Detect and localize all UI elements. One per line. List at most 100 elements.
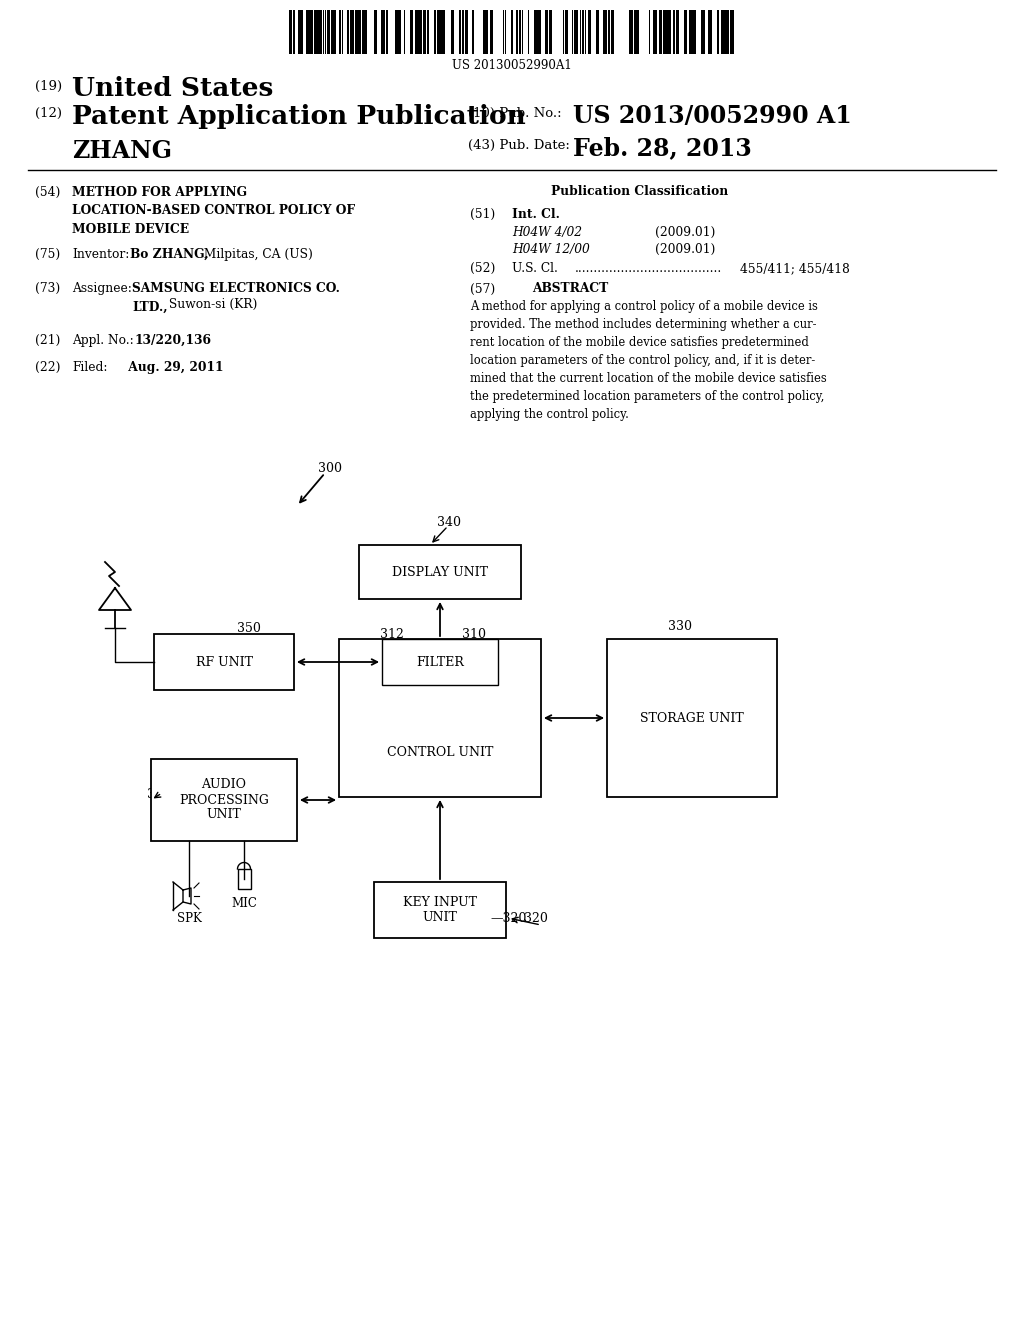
Bar xyxy=(730,11,732,54)
Bar xyxy=(536,11,540,54)
Bar xyxy=(424,11,426,54)
Text: US 20130052990A1: US 20130052990A1 xyxy=(453,59,571,73)
Text: 340: 340 xyxy=(437,516,461,529)
Bar xyxy=(490,11,493,54)
Text: 310: 310 xyxy=(462,628,486,642)
Bar xyxy=(659,11,662,54)
Text: 330: 330 xyxy=(668,620,692,634)
Bar xyxy=(725,11,729,54)
Bar xyxy=(451,11,454,54)
Text: (57): (57) xyxy=(470,282,496,296)
Bar xyxy=(732,11,734,54)
Text: (2009.01): (2009.01) xyxy=(655,226,716,239)
Bar xyxy=(383,11,385,54)
Text: Filed:: Filed: xyxy=(72,360,108,374)
Text: U.S. Cl.: U.S. Cl. xyxy=(512,261,558,275)
Bar xyxy=(629,11,631,54)
Bar xyxy=(350,11,354,54)
Bar xyxy=(511,11,513,54)
Bar xyxy=(319,11,322,54)
Bar xyxy=(472,11,474,54)
Text: 312: 312 xyxy=(380,628,403,642)
Bar xyxy=(608,11,610,54)
Text: ......................................: ...................................... xyxy=(575,261,722,275)
Bar xyxy=(717,11,719,54)
Bar xyxy=(459,11,461,54)
Text: Feb. 28, 2013: Feb. 28, 2013 xyxy=(573,136,752,160)
Text: H04W 4/02: H04W 4/02 xyxy=(512,226,582,239)
Bar xyxy=(439,11,441,54)
Text: MIC: MIC xyxy=(231,898,257,909)
Text: Milpitas, CA (US): Milpitas, CA (US) xyxy=(200,248,313,261)
Text: (10) Pub. No.:: (10) Pub. No.: xyxy=(468,107,561,120)
Text: 320: 320 xyxy=(524,912,548,924)
Bar xyxy=(339,639,541,797)
Bar xyxy=(310,11,313,54)
Bar xyxy=(516,11,518,54)
Text: (75): (75) xyxy=(35,248,60,261)
Bar xyxy=(427,11,429,54)
Bar xyxy=(684,11,687,54)
Text: AUDIO
PROCESSING
UNIT: AUDIO PROCESSING UNIT xyxy=(179,779,269,821)
Text: FILTER: FILTER xyxy=(416,656,464,668)
Bar xyxy=(398,11,400,54)
Bar xyxy=(483,11,487,54)
Bar xyxy=(238,869,251,888)
Bar xyxy=(154,634,294,690)
Bar xyxy=(347,11,349,54)
Bar xyxy=(441,11,445,54)
Text: United States: United States xyxy=(72,77,273,102)
Bar xyxy=(417,11,421,54)
Bar xyxy=(437,11,439,54)
Bar xyxy=(306,11,308,54)
Text: US 2013/0052990 A1: US 2013/0052990 A1 xyxy=(573,104,852,128)
Text: STORAGE UNIT: STORAGE UNIT xyxy=(640,711,743,725)
Text: 13/220,136: 13/220,136 xyxy=(135,334,212,347)
Bar xyxy=(653,11,657,54)
Bar xyxy=(588,11,591,54)
Bar xyxy=(355,11,357,54)
Text: (51): (51) xyxy=(470,209,496,220)
Text: (2009.01): (2009.01) xyxy=(655,243,716,256)
Bar xyxy=(637,11,639,54)
Text: ZHANG: ZHANG xyxy=(72,139,172,162)
Text: 350: 350 xyxy=(237,622,261,635)
Text: 455/411; 455/418: 455/411; 455/418 xyxy=(740,261,850,275)
Bar xyxy=(582,11,584,54)
Text: Patent Application Publication: Patent Application Publication xyxy=(72,104,525,129)
Bar xyxy=(381,11,383,54)
Bar xyxy=(721,11,725,54)
Bar xyxy=(358,11,361,54)
Text: (43) Pub. Date:: (43) Pub. Date: xyxy=(468,139,570,152)
Bar xyxy=(415,11,417,54)
Text: (19): (19) xyxy=(35,81,62,92)
Text: (22): (22) xyxy=(35,360,60,374)
Text: SPK: SPK xyxy=(176,912,202,925)
Bar xyxy=(151,759,297,841)
Bar xyxy=(298,11,301,54)
Bar xyxy=(689,11,691,54)
Text: Inventor:: Inventor: xyxy=(72,248,129,261)
Bar xyxy=(574,11,577,54)
Bar xyxy=(667,11,671,54)
Bar xyxy=(603,11,607,54)
Text: CONTROL UNIT: CONTROL UNIT xyxy=(387,747,494,759)
Bar xyxy=(410,11,413,54)
Bar xyxy=(331,11,334,54)
Text: (52): (52) xyxy=(470,261,496,275)
Text: Publication Classification: Publication Classification xyxy=(551,185,729,198)
Bar xyxy=(607,639,777,797)
Text: (21): (21) xyxy=(35,334,60,347)
Text: KEY INPUT
UNIT: KEY INPUT UNIT xyxy=(403,896,477,924)
Text: Assignee:: Assignee: xyxy=(72,282,132,294)
Bar xyxy=(374,882,506,939)
Bar xyxy=(611,11,613,54)
Bar xyxy=(634,11,637,54)
Bar xyxy=(550,11,552,54)
Bar xyxy=(362,11,365,54)
Text: A method for applying a control policy of a mobile device is
provided. The metho: A method for applying a control policy o… xyxy=(470,300,826,421)
Bar xyxy=(465,11,468,54)
Bar xyxy=(359,545,521,599)
Text: DISPLAY UNIT: DISPLAY UNIT xyxy=(392,565,488,578)
Bar xyxy=(375,11,377,54)
